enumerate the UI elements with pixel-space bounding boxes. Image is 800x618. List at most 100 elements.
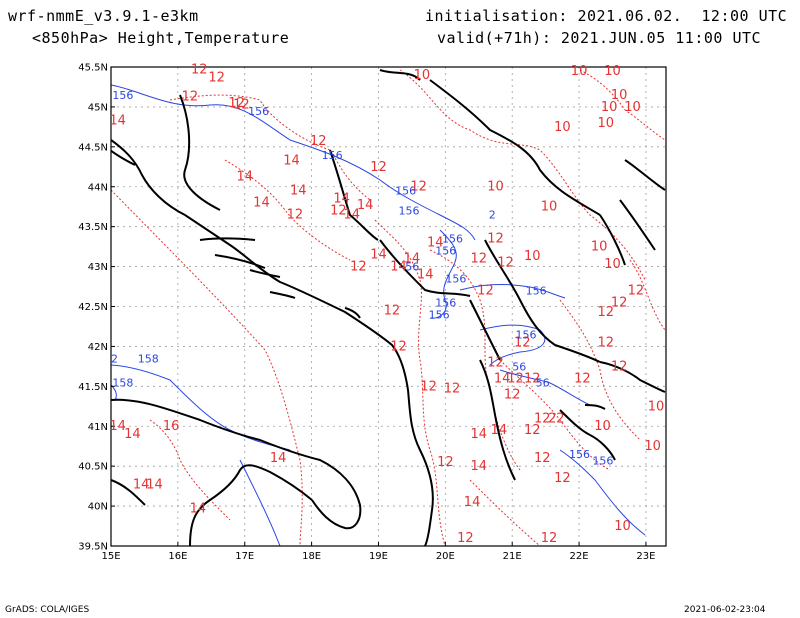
temperature-label: 2 xyxy=(548,411,556,426)
lon-tick-label: 18E xyxy=(302,551,321,562)
temperature-label: 12 xyxy=(487,355,504,370)
temperature-label: 10 xyxy=(487,180,504,195)
lon-tick-label: 15E xyxy=(101,551,120,562)
temperature-label: 12 xyxy=(598,305,615,320)
height-label: 2 xyxy=(111,352,118,365)
temperature-label: 10 xyxy=(524,249,541,264)
temperature-label: 14 xyxy=(390,260,407,275)
temperature-label: 14 xyxy=(357,198,374,213)
temperature-label: 10 xyxy=(614,519,631,534)
temperature-label: 12 xyxy=(598,335,615,350)
temperature-label: 12 xyxy=(628,284,645,299)
lat-tick-label: 39.5N xyxy=(78,542,108,553)
field-title: <850hPa> Height,Temperature xyxy=(32,29,290,47)
temperature-label: 10 xyxy=(594,419,611,434)
model-title: wrf-nmmE_v3.9.1-e3km xyxy=(8,7,199,25)
lat-tick-label: 44.5N xyxy=(78,142,108,153)
temperature-label: 14 xyxy=(146,478,163,493)
valid-time: valid(+71h): 2021.JUN.05 11:00 UTC xyxy=(437,29,762,47)
temperature-label: 10 xyxy=(644,439,661,454)
temperature-label: 14 xyxy=(333,192,350,207)
temperature-label: 12 xyxy=(370,160,387,175)
height-label: 158 xyxy=(112,376,133,389)
lon-tick-label: 19E xyxy=(369,551,388,562)
height-label: 156 xyxy=(516,328,537,341)
temperature-label: 12 xyxy=(410,180,427,195)
temperature-label: 14 xyxy=(133,478,150,493)
temperature-label: 12 xyxy=(233,98,250,113)
grads-credit: GrADS: COLA/IGES xyxy=(5,605,90,615)
height-label: 158 xyxy=(138,352,159,365)
temperature-label: 10 xyxy=(604,257,621,272)
temperature-label: 12 xyxy=(444,382,461,397)
temperature-label: 12 xyxy=(611,359,628,374)
temperature-label: 12 xyxy=(420,379,437,394)
height-label: 156 xyxy=(442,233,463,246)
lon-tick-label: 21E xyxy=(503,551,522,562)
temperature-label: 14 xyxy=(290,184,307,199)
lon-tick-label: 22E xyxy=(570,551,589,562)
height-label: 156 xyxy=(526,285,547,298)
lat-tick-label: 43.5N xyxy=(78,222,108,233)
temperature-label: 14 xyxy=(427,236,444,251)
temperature-label: 12 xyxy=(350,260,367,275)
temperature-label: 10 xyxy=(648,399,665,414)
temperature-label: 10 xyxy=(591,240,608,255)
temperature-label: 12 xyxy=(554,471,571,486)
temperature-label: 14 xyxy=(124,427,141,442)
temperature-label: 12 xyxy=(514,335,531,350)
height-label: 56 xyxy=(536,376,550,389)
temperature-label: 14 xyxy=(417,268,434,283)
temperature-label: 12 xyxy=(524,423,541,438)
lon-tick-label: 17E xyxy=(235,551,254,562)
coastlines-borders xyxy=(111,69,666,546)
height-label: 156 xyxy=(322,149,343,162)
temperature-label: 14 xyxy=(470,459,487,474)
lat-lon-grid xyxy=(111,67,666,546)
temperature-label: 12 xyxy=(310,134,327,149)
temperature-label: 12 xyxy=(470,252,487,267)
temperature-label: 14 xyxy=(470,427,487,442)
temperature-label: 14 xyxy=(283,153,300,168)
lat-tick-label: 45.5N xyxy=(78,63,108,74)
temperature-label: 12 xyxy=(182,90,199,105)
lon-tick-label: 20E xyxy=(436,551,455,562)
temperature-label: 12 xyxy=(574,371,591,386)
temperature-label: 12 xyxy=(487,232,504,247)
temperature-label: 14 xyxy=(190,501,207,516)
render-timestamp: 2021-06-02-23:04 xyxy=(684,605,766,615)
temperature-label: 12 xyxy=(504,387,521,402)
temperature-label: 10 xyxy=(611,88,628,103)
temperature-label: 14 xyxy=(343,208,360,223)
lat-tick-label: 45N xyxy=(88,102,108,113)
height-label: 56 xyxy=(512,360,526,373)
height-label: 56 xyxy=(405,261,419,274)
temperature-label: 10 xyxy=(598,116,615,131)
lat-tick-label: 42.5N xyxy=(78,302,108,313)
temperature-label: 10 xyxy=(624,100,641,115)
height-label: 2 xyxy=(489,209,496,222)
lat-tick-label: 41.5N xyxy=(78,382,108,393)
temperature-label: 14 xyxy=(494,371,511,386)
temperature-label: 10 xyxy=(541,200,558,215)
lat-tick-label: 44N xyxy=(88,182,108,193)
temperature-label: 14 xyxy=(270,451,287,466)
temperature-label: 12 xyxy=(457,531,474,546)
height-label: 156 xyxy=(445,273,466,286)
temperature-label: 12 xyxy=(191,62,208,77)
height-label: 156 xyxy=(429,308,450,321)
temperature-label: 12 xyxy=(524,371,541,386)
height-label: 156 xyxy=(592,455,613,468)
temperature-label: 14 xyxy=(404,252,421,267)
temperature-label: 10 xyxy=(601,100,618,115)
temperature-label: 14 xyxy=(109,419,126,434)
temperature-label: 12 xyxy=(384,303,401,318)
height-label: 156 xyxy=(435,297,456,310)
temperature-label: 12 xyxy=(228,96,245,111)
temperature-label: 12 xyxy=(534,451,551,466)
temperature-label: 12 xyxy=(541,531,558,546)
temperature-label: 12 xyxy=(330,204,347,219)
temperature-label: 12 xyxy=(611,296,628,311)
lat-tick-label: 42N xyxy=(88,342,108,353)
